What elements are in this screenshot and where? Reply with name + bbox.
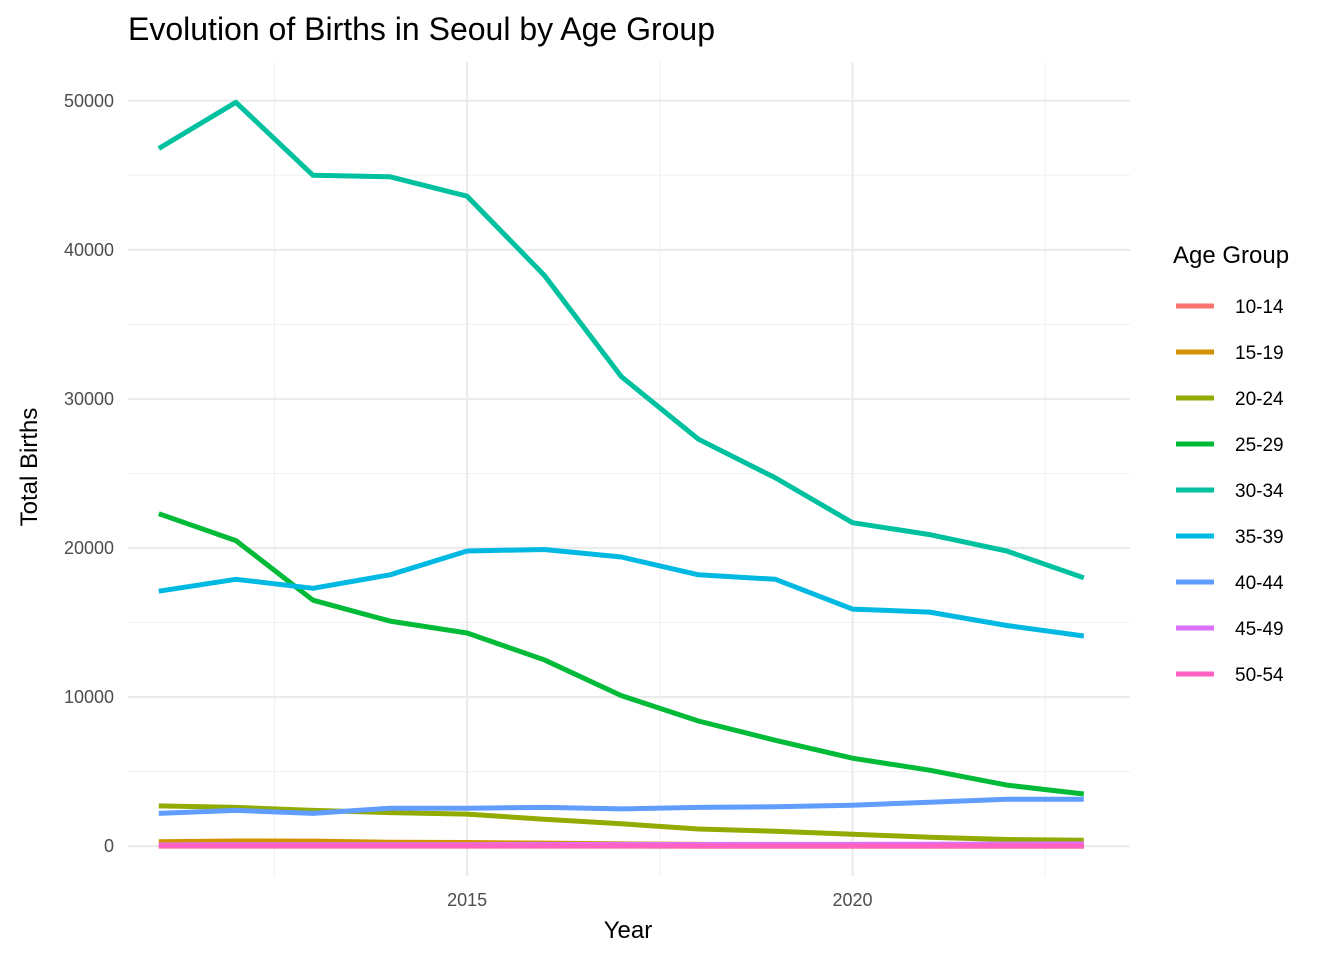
legend-label: 45-49 xyxy=(1235,619,1284,640)
y-axis-title: Total Births xyxy=(16,408,43,527)
chart-title: Evolution of Births in Seoul by Age Grou… xyxy=(128,11,715,47)
legend-label: 15-19 xyxy=(1235,343,1284,364)
legend-label: 50-54 xyxy=(1235,665,1284,686)
y-tick-label: 30000 xyxy=(64,389,114,409)
series-line-25-29 xyxy=(157,511,1085,797)
legend-label: 10-14 xyxy=(1235,297,1284,318)
y-tick-label: 0 xyxy=(104,836,114,856)
y-tick-label: 10000 xyxy=(64,687,114,707)
legend-label: 35-39 xyxy=(1235,527,1284,548)
series-lines xyxy=(157,99,1085,849)
legend-label: 30-34 xyxy=(1235,481,1284,502)
legend-label: 20-24 xyxy=(1235,389,1284,410)
series-line-35-39 xyxy=(158,547,1085,639)
x-axis-ticks: 2015 2020 xyxy=(447,890,872,910)
series-line-30-34 xyxy=(157,99,1085,581)
x-axis-title: Year xyxy=(604,917,653,944)
y-tick-label: 40000 xyxy=(64,240,114,260)
y-axis-ticks: 0 10000 20000 30000 40000 50000 xyxy=(64,91,114,856)
legend-title: Age Group xyxy=(1173,242,1289,269)
y-tick-label: 20000 xyxy=(64,538,114,558)
legend-label: 25-29 xyxy=(1235,435,1284,456)
series-line-40-44 xyxy=(158,796,1084,816)
x-tick-label: 2015 xyxy=(447,890,487,910)
series-line-20-24 xyxy=(158,803,1084,843)
legend-label: 40-44 xyxy=(1235,573,1284,594)
legend: Age Group 10-14 15-19 20-24 25-29 30-34 35-39… xyxy=(1173,242,1289,686)
y-tick-label: 50000 xyxy=(64,91,114,111)
gridlines xyxy=(128,62,1130,876)
x-tick-label: 2020 xyxy=(832,890,872,910)
